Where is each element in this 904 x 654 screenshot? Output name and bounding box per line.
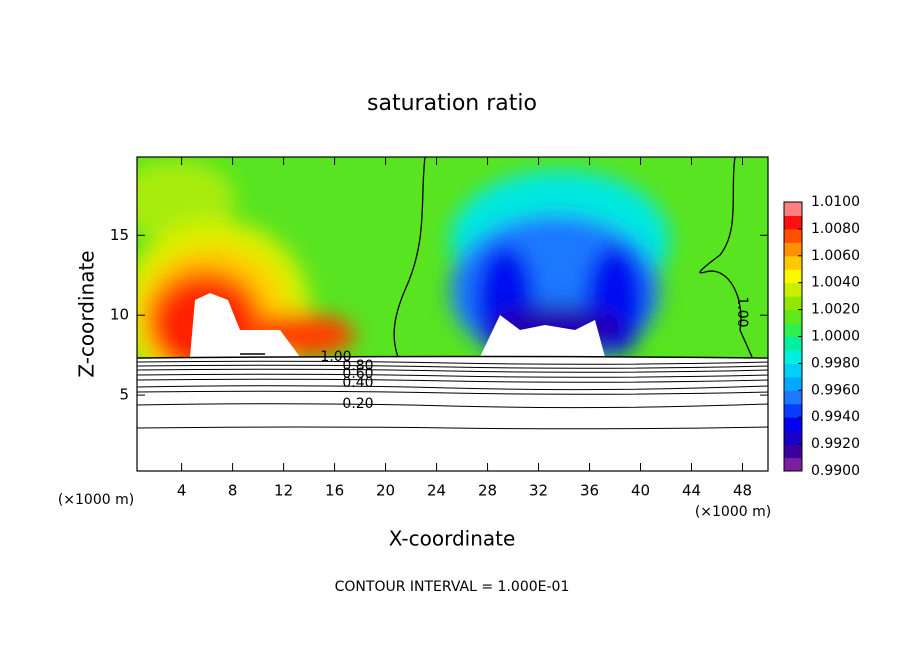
colorbar-band [784, 323, 802, 337]
chart-title: saturation ratio [367, 91, 537, 116]
x-unit-label: (×1000 m) [695, 504, 771, 520]
colorbar-band [784, 228, 802, 243]
x-tick-label: 20 [376, 482, 395, 500]
x-tick-label: 24 [427, 482, 446, 500]
colorbar-band [784, 417, 802, 432]
colorbar-tick-label: 1.0060 [811, 248, 860, 264]
colorbar-band [784, 202, 802, 216]
x-unit-label: (×1000 m) [58, 492, 134, 508]
colorbar-tick-label: 0.9920 [811, 436, 860, 452]
contour-label: 0.20 [342, 396, 373, 412]
y-tick-label: 5 [119, 386, 129, 404]
y-tick-label: 10 [110, 306, 129, 324]
colorbar-band [784, 296, 802, 311]
contour-label: 0.40 [342, 375, 373, 391]
colorbar-band [784, 363, 802, 378]
colorbar-tick-label: 0.9960 [811, 382, 860, 398]
colorbar-tick-label: 1.0080 [811, 221, 860, 237]
contour-label: 1.00 [734, 296, 750, 327]
contour-label: 1.00 [320, 349, 351, 365]
colorbar-band [784, 282, 802, 297]
colorbar-band [784, 430, 802, 445]
colorbar-tick-label: 1.0020 [811, 302, 860, 318]
contour-label: 0.80 [342, 358, 373, 374]
colorbar-band [784, 269, 802, 284]
colorbar-band [784, 444, 802, 459]
x-axis-label: X-coordinate [389, 527, 516, 551]
x-tick-label: 36 [580, 482, 599, 500]
colorbar-band [784, 376, 802, 391]
colorbar-band [784, 242, 802, 257]
x-tick-label: 4 [177, 482, 187, 500]
x-tick-label: 16 [325, 482, 344, 500]
colorbar-tick-label: 0.9980 [811, 355, 860, 371]
colorbar-band [784, 255, 802, 270]
y-axis-label: Z-coordinate [75, 250, 99, 377]
colorbar-band [784, 390, 802, 405]
colorbar-tick-label: 0.9940 [811, 409, 860, 425]
colorbar-tick-label: 1.0000 [811, 329, 860, 345]
contour-labels: 1.00 0.80 0.60 0.40 0.20 1.00 [320, 296, 750, 412]
colorbar-tick-label: 1.0040 [811, 275, 860, 291]
x-tick-label: 28 [478, 482, 497, 500]
plot-frame [136, 156, 769, 472]
colorbar-band [784, 309, 802, 324]
contour-label: 0.60 [342, 366, 373, 382]
x-tick-label: 48 [733, 482, 752, 500]
field [137, 157, 768, 471]
colorbar-band [784, 336, 802, 351]
colorbar-tick-label: 1.0100 [811, 194, 860, 210]
colorbar-band [784, 403, 802, 418]
colorbar-band [784, 215, 802, 230]
x-tick-label: 8 [228, 482, 238, 500]
colorbar-tick-label: 0.9900 [811, 463, 860, 479]
x-tick-label: 12 [274, 482, 293, 500]
colorbar-band [784, 349, 802, 364]
x-tick-label: 32 [529, 482, 548, 500]
x-tick-label: 40 [631, 482, 650, 500]
x-tick-label: 44 [682, 482, 701, 500]
y-tick-label: 15 [110, 226, 129, 244]
colorbar-band [784, 457, 802, 472]
footer: CONTOUR INTERVAL = 1.000E-01 [335, 579, 570, 595]
